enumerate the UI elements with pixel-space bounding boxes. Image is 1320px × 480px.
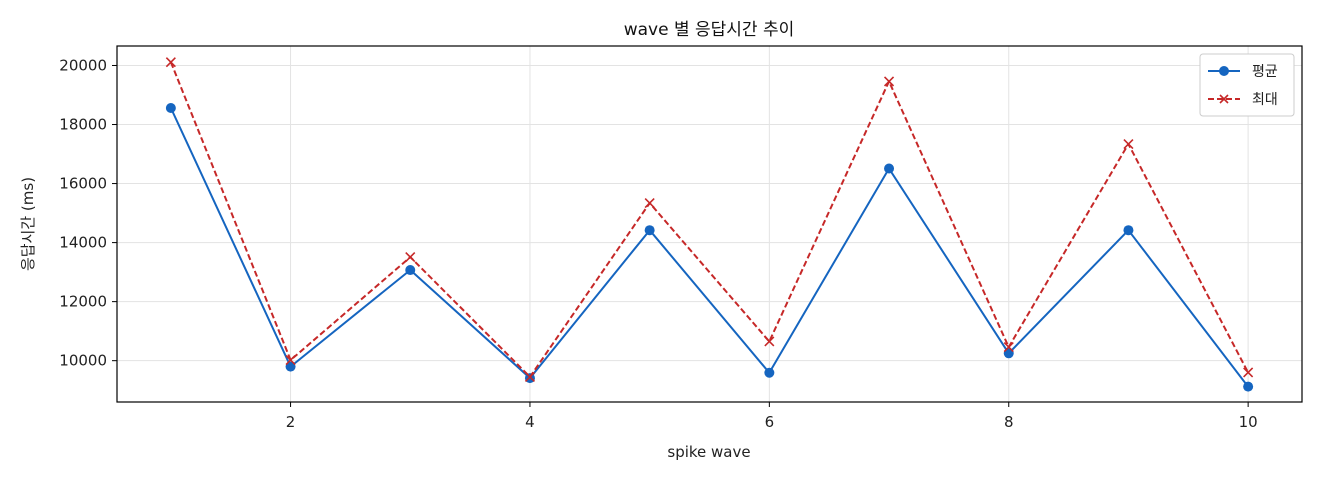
data-point-0 <box>764 367 775 378</box>
data-point-0 <box>405 265 416 276</box>
x-marker-stroke <box>883 76 895 87</box>
series-line-0 <box>169 107 1249 388</box>
legend-label-max: 최대 <box>1252 92 1278 108</box>
data-point-0 <box>884 163 895 174</box>
data-point-1 <box>644 197 655 209</box>
x-marker-stroke <box>285 355 296 366</box>
data-point-0 <box>644 225 655 236</box>
data-point-0 <box>1003 348 1014 359</box>
x-marker-stroke <box>764 336 775 347</box>
x-axis-title: spike wave <box>667 443 750 461</box>
x-marker-stroke <box>1243 367 1254 378</box>
x-marker-stroke <box>165 57 176 68</box>
series-layer <box>165 57 1254 392</box>
x-marker-stroke <box>405 251 416 263</box>
grid <box>117 46 1302 402</box>
data-point-1 <box>764 336 775 347</box>
legend: 평균 최대 <box>1199 53 1295 117</box>
x-tick-label: 6 <box>765 413 775 431</box>
x-tick-label: 10 <box>1239 413 1258 431</box>
legend-box <box>1199 53 1295 117</box>
plot-frame <box>116 45 1303 403</box>
y-tick-label: 12000 <box>59 293 107 311</box>
data-point-1 <box>524 371 536 382</box>
data-point-1 <box>1003 342 1014 353</box>
legend-marker-avg <box>1219 66 1229 76</box>
y-tick-label: 18000 <box>59 116 107 134</box>
x-tick-label: 8 <box>1004 413 1014 431</box>
y-tick-label: 14000 <box>59 234 107 252</box>
data-point-0 <box>285 361 296 372</box>
data-point-1 <box>285 355 296 366</box>
data-point-1 <box>1243 367 1254 378</box>
y-tick-label: 10000 <box>59 352 107 370</box>
y-axis-title: 응답시간 (ms) <box>19 177 37 271</box>
data-point-0 <box>165 102 176 113</box>
data-point-1 <box>405 251 416 263</box>
ticks: 2 4 6 8 10 10000 12000 14000 16000 18000 20000 <box>59 56 1257 431</box>
legend-marker-max <box>1219 94 1229 104</box>
x-tick-label: 2 <box>286 413 296 431</box>
x-marker-stroke <box>644 197 655 209</box>
x-marker-stroke <box>524 371 536 382</box>
series-line-1 <box>169 61 1249 378</box>
data-point-0 <box>524 373 535 384</box>
data-point-0 <box>1243 381 1254 392</box>
data-point-1 <box>883 76 895 87</box>
data-point-0 <box>1123 225 1134 236</box>
x-tick-label: 4 <box>525 413 535 431</box>
data-point-1 <box>1123 138 1134 150</box>
chart-title: wave 별 응답시간 추이 <box>624 20 795 40</box>
legend-label-avg: 평균 <box>1252 64 1278 80</box>
x-marker-stroke <box>1003 342 1014 353</box>
y-tick-label: 20000 <box>59 56 107 74</box>
y-tick-label: 16000 <box>59 175 107 193</box>
x-marker-stroke <box>1123 138 1134 150</box>
data-point-1 <box>165 57 176 68</box>
